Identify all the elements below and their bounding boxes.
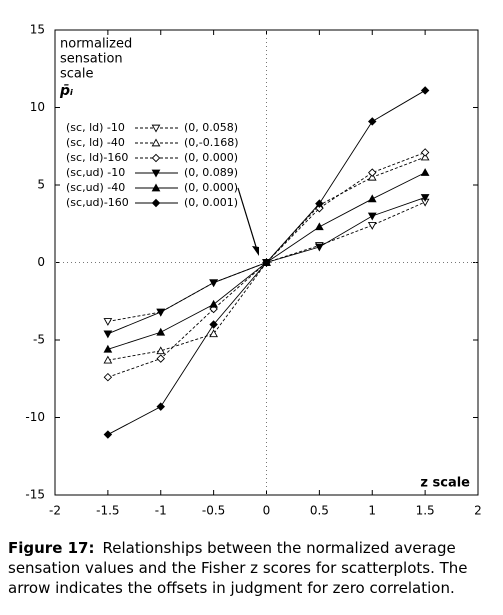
legend-offset: (0, 0.058) <box>184 121 238 134</box>
y-axis-title: sensation <box>60 52 123 67</box>
legend-marker <box>151 169 161 178</box>
legend-label: (sc,ud) -40 <box>66 181 125 194</box>
legend-label: (sc, ld) -10 <box>66 121 125 134</box>
marker <box>368 168 377 177</box>
x-tick-label: 0.5 <box>310 504 329 518</box>
x-tick-label: 1.5 <box>416 504 435 518</box>
legend-offset: (0, 0.000) <box>184 181 238 194</box>
marker <box>209 299 218 308</box>
marker <box>315 199 324 208</box>
legend-label: (sc,ud) -10 <box>66 166 125 179</box>
x-tick-label: 1 <box>368 504 376 518</box>
marker <box>367 194 377 203</box>
marker <box>103 355 113 364</box>
marker <box>156 402 165 411</box>
caption: Figure 17: Relationships between the norm… <box>8 538 498 598</box>
y-tick-label: -10 <box>25 410 45 424</box>
arrow <box>237 187 258 251</box>
marker <box>156 346 166 355</box>
chart: -2 -1.5 -1 -0.5 0 0.5 1 1.5 2 -15 -10 -5 0 5 10 15 norma… <box>25 23 482 518</box>
x-tick-label: 2 <box>474 504 482 518</box>
x-tick-label: -0.5 <box>202 504 225 518</box>
x-axis-title: z scale <box>420 476 470 491</box>
marker <box>262 258 271 267</box>
marker <box>315 204 324 213</box>
y-tick-label: -15 <box>25 488 45 502</box>
marker <box>103 344 113 353</box>
y-tick-label: 5 <box>37 178 45 192</box>
x-tick-label: -1 <box>155 504 167 518</box>
y-axis-symbol: p̄ᵢ <box>59 83 73 99</box>
legend-offset: (0,-0.168) <box>184 136 239 149</box>
y-tick-label: 15 <box>30 23 45 37</box>
x-tick-label: 0 <box>263 504 271 518</box>
legend-marker <box>151 153 161 163</box>
marker <box>420 194 430 202</box>
marker <box>367 172 377 181</box>
legend-offset: (0, 0.000) <box>184 151 238 164</box>
y-axis-title: scale <box>60 67 94 82</box>
x-tick-label: -2 <box>49 504 61 518</box>
legend-label: (sc, ld)-160 <box>66 151 128 164</box>
legend-offset: (0, 0.001) <box>184 196 238 209</box>
y-tick-label: 0 <box>37 255 45 269</box>
marker <box>420 152 430 161</box>
marker <box>103 372 113 382</box>
y-tick-label: 10 <box>30 100 45 114</box>
legend-marker <box>151 198 161 208</box>
y-axis-title: normalized <box>60 37 132 52</box>
legend-label: (sc,ud)-160 <box>66 196 129 209</box>
marker <box>156 308 166 317</box>
marker <box>156 327 166 336</box>
caption-label: Figure 17: <box>8 539 95 557</box>
marker <box>103 430 113 439</box>
marker <box>420 86 430 95</box>
marker <box>420 168 430 176</box>
marker <box>368 117 377 126</box>
legend-marker <box>151 138 161 147</box>
x-tick-label: -1.5 <box>96 504 119 518</box>
marker <box>156 354 165 363</box>
marker <box>367 221 377 230</box>
marker <box>103 318 113 326</box>
legend-marker <box>151 183 161 192</box>
marker <box>209 320 218 329</box>
caption-text: Relationships between the normalized ave… <box>8 539 468 597</box>
legend-label: (sc, ld) -40 <box>66 136 125 149</box>
marker <box>103 330 113 339</box>
marker <box>420 148 430 157</box>
y-tick-label: -5 <box>33 333 45 347</box>
marker <box>315 222 324 231</box>
legend-marker <box>151 124 161 133</box>
marker <box>209 329 218 338</box>
arrow-head <box>252 246 259 256</box>
marker <box>315 243 324 252</box>
marker <box>367 212 377 221</box>
legend-offset: (0, 0.089) <box>184 166 238 179</box>
marker <box>209 279 218 288</box>
